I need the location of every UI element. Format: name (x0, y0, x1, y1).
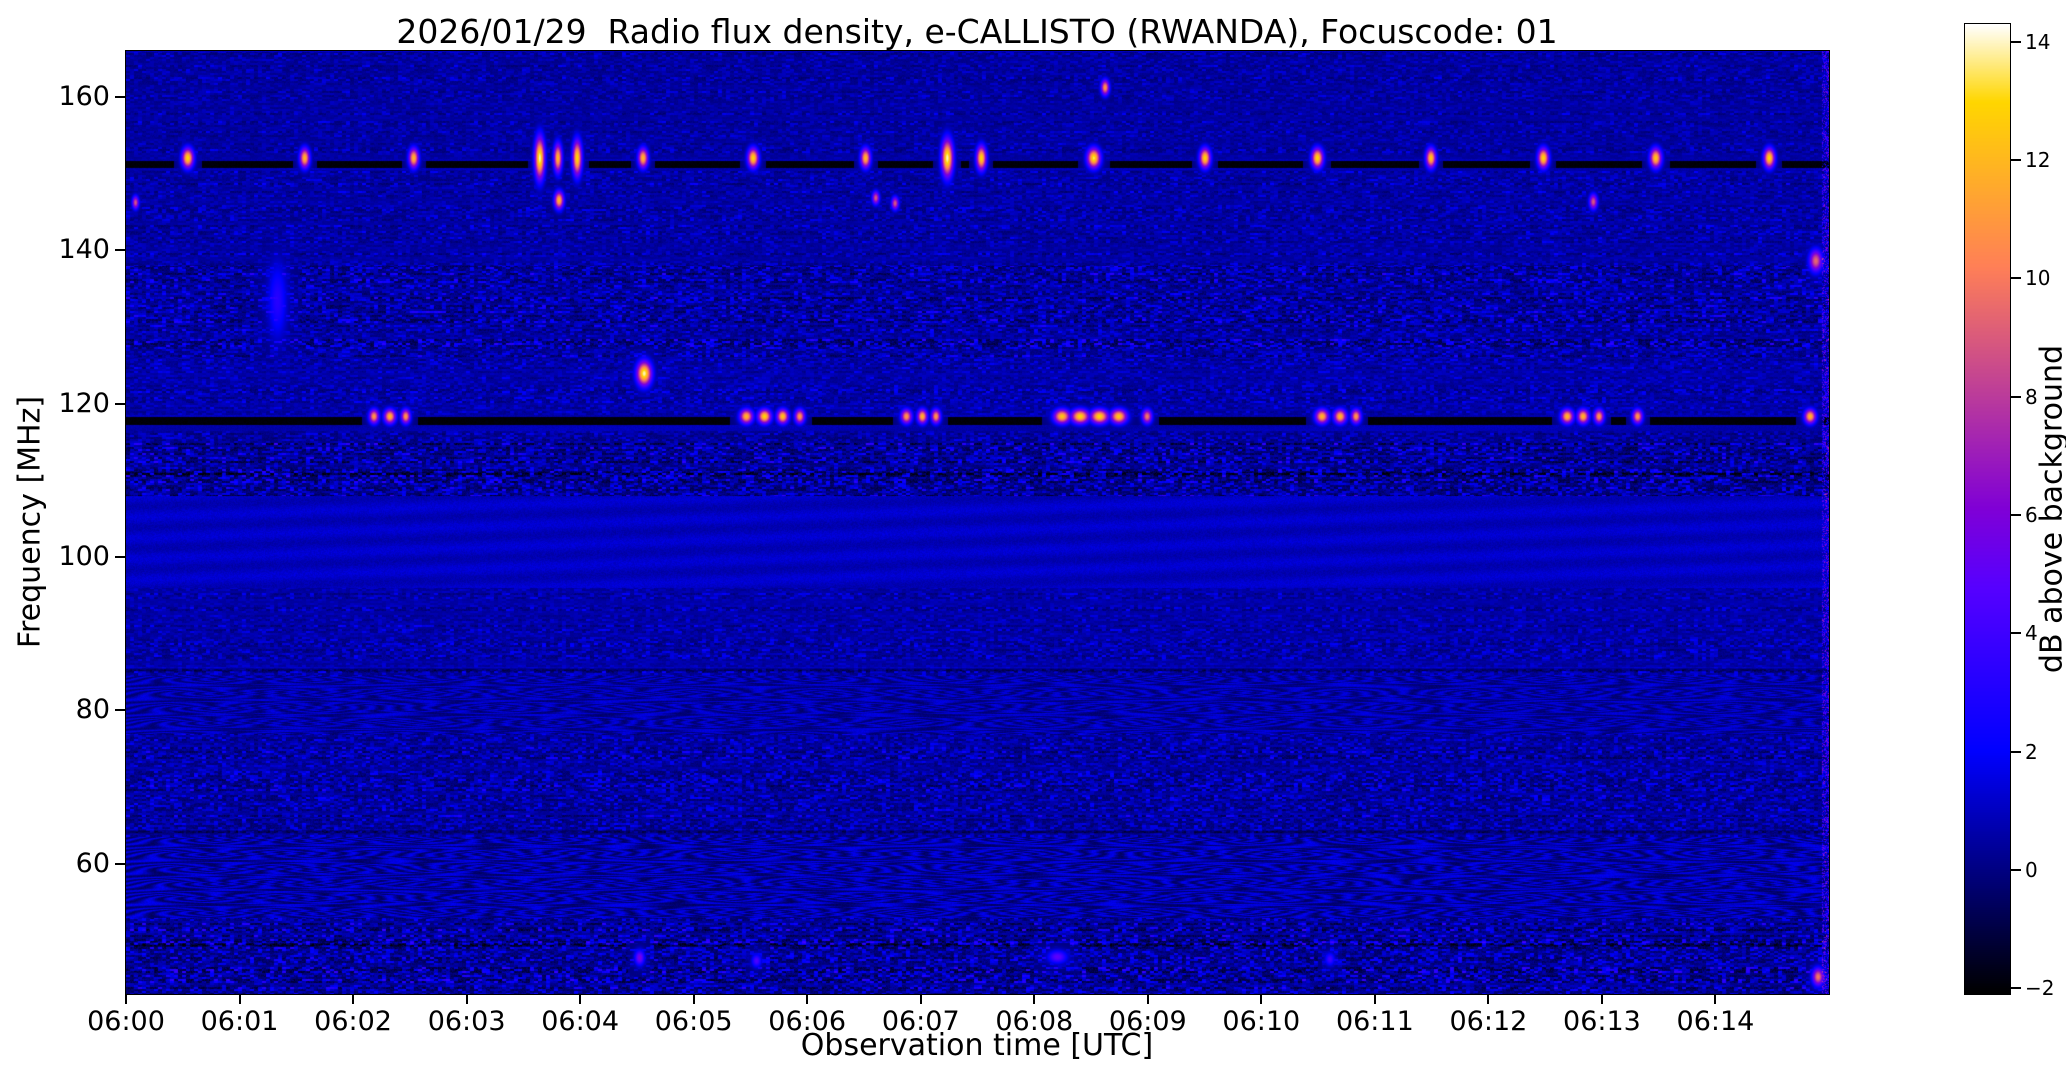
x-tick-mark (919, 995, 922, 1004)
colorbar-gradient (1965, 24, 2010, 994)
y-tick-mark (115, 402, 125, 405)
colorbar-tick-mark (2011, 632, 2021, 635)
x-tick-mark (238, 995, 241, 1004)
colorbar-tick-mark (2011, 40, 2021, 43)
colorbar-tick-label: 12 (2025, 148, 2051, 173)
colorbar-tick-mark (2011, 987, 2021, 990)
spectrogram-heatmap (126, 51, 1829, 994)
plot-area (125, 50, 1830, 995)
colorbar-tick-label: 14 (2025, 29, 2051, 54)
x-tick-mark (465, 995, 468, 1004)
chart-title: 2026/01/29 Radio flux density, e-CALLIST… (396, 12, 1558, 51)
x-tick-label: 06:03 (427, 1006, 506, 1037)
colorbar-tick-mark (2011, 159, 2021, 162)
x-tick-label: 06:08 (995, 1006, 1074, 1037)
x-tick-label: 06:13 (1563, 1006, 1641, 1037)
colorbar-label: dB above background (2034, 344, 2066, 674)
x-tick-mark (692, 995, 695, 1004)
x-tick-label: 06:14 (1676, 1006, 1755, 1037)
y-tick-mark (115, 249, 125, 252)
colorbar-tick-mark (2011, 513, 2021, 516)
x-tick-label: 06:07 (881, 1006, 960, 1037)
colorbar-tick-label: 8 (2025, 384, 2038, 409)
x-tick-mark (1373, 995, 1376, 1004)
x-tick-mark (806, 995, 809, 1004)
x-tick-mark (125, 995, 127, 1004)
y-tick-label: 140 (58, 234, 110, 266)
x-tick-label: 06:11 (1335, 1006, 1414, 1037)
x-tick-label: 06:04 (541, 1006, 620, 1037)
x-tick-mark (1146, 995, 1149, 1004)
x-tick-label: 06:10 (1222, 1006, 1301, 1037)
x-tick-label: 06:12 (1449, 1006, 1528, 1037)
x-tick-mark (352, 995, 355, 1004)
x-axis-label: Observation time [UTC] (800, 1028, 1154, 1063)
y-tick-label: 60 (75, 847, 110, 879)
y-tick-label: 100 (58, 541, 110, 572)
colorbar-tick-label: 4 (2025, 621, 2038, 646)
y-tick-label: 120 (58, 387, 110, 419)
colorbar-tick-label: 0 (2025, 857, 2038, 882)
y-axis-label: Frequency [MHz] (12, 395, 48, 649)
x-tick-label: 06:05 (654, 1006, 733, 1037)
x-tick-mark (1260, 995, 1263, 1004)
colorbar (1964, 23, 2011, 995)
colorbar-tick-mark (2011, 750, 2021, 753)
x-tick-mark (1487, 995, 1490, 1004)
y-tick-mark (115, 96, 125, 98)
y-tick-mark (115, 556, 125, 558)
y-tick-label: 80 (75, 694, 110, 726)
y-tick-mark (115, 862, 125, 865)
colorbar-tick-mark (2011, 395, 2021, 398)
x-tick-mark (1033, 995, 1036, 1004)
colorbar-tick-label: 6 (2025, 502, 2038, 527)
colorbar-tick-label: −2 (2025, 976, 2055, 1001)
y-tick-mark (115, 709, 125, 712)
x-tick-mark (579, 995, 582, 1004)
colorbar-tick-mark (2011, 277, 2021, 280)
x-tick-mark (1600, 995, 1603, 1004)
colorbar-tick-label: 10 (2025, 266, 2051, 291)
colorbar-tick-mark (2011, 868, 2021, 871)
x-tick-label: 06:00 (87, 1006, 165, 1037)
colorbar-tick-label: 2 (2025, 739, 2038, 764)
y-tick-label: 160 (58, 81, 110, 112)
x-tick-label: 06:01 (200, 1006, 279, 1037)
x-tick-label: 06:06 (768, 1006, 847, 1037)
x-tick-label: 06:09 (1108, 1006, 1187, 1037)
x-tick-label: 06:02 (314, 1006, 392, 1037)
x-tick-mark (1714, 995, 1717, 1004)
